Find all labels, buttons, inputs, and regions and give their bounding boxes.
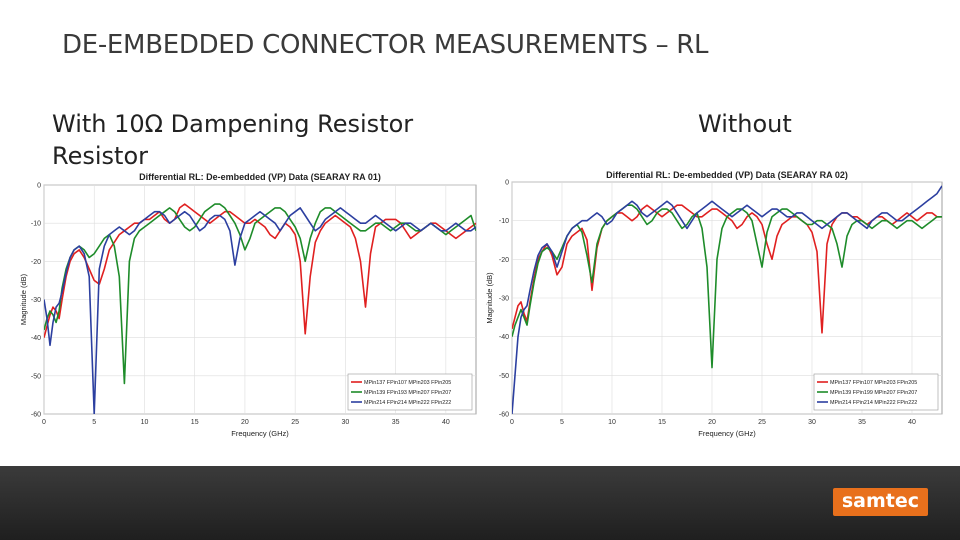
x-tick-label: 5 — [92, 419, 96, 426]
chart-title: Differential RL: De-embedded (VP) Data (… — [139, 172, 381, 182]
y-tick-label: -30 — [499, 296, 509, 303]
x-tick-label: 20 — [708, 419, 716, 426]
series-line-1 — [44, 203, 476, 338]
x-tick-label: 5 — [560, 419, 564, 426]
y-tick-label: -60 — [499, 412, 509, 419]
series-line-1 — [512, 204, 942, 334]
x-tick-label: 10 — [141, 419, 149, 426]
right-caption: Without — [698, 110, 792, 138]
chart-svg-left: Differential RL: De-embedded (VP) Data (… — [19, 172, 477, 438]
left-caption: With 10Ω Dampening Resistor Resistor — [52, 110, 414, 170]
y-tick-label: -20 — [31, 259, 41, 266]
y-tick-label: -60 — [31, 412, 41, 419]
legend-label: MPin139 FPin199 MPin207 FPin207 — [830, 390, 917, 396]
y-tick-label: -40 — [31, 335, 41, 342]
x-tick-label: 35 — [392, 419, 400, 426]
slide-title: DE-EMBEDDED CONNECTOR MEASUREMENTS – RL — [62, 30, 709, 60]
x-axis-label: Frequency (GHz) — [698, 429, 756, 438]
x-tick-label: 25 — [291, 419, 299, 426]
y-tick-label: -10 — [499, 218, 509, 225]
legend-box — [347, 373, 473, 411]
x-tick-label: 15 — [191, 419, 199, 426]
x-tick-label: 30 — [341, 419, 349, 426]
chart-svg-right: Differential RL: De-embedded (VP) Data (… — [485, 170, 943, 438]
y-axis-label: Magnitude (dB) — [19, 273, 28, 325]
y-axis-label: Magnitude (dB) — [485, 272, 494, 324]
y-tick-label: -50 — [31, 373, 41, 380]
y-tick-label: -50 — [499, 373, 509, 380]
y-tick-label: -40 — [499, 334, 509, 341]
legend-label: MPin139 FPin193 MPin207 FPin207 — [364, 390, 451, 396]
x-tick-label: 25 — [758, 419, 766, 426]
footer-bar: samtec — [0, 466, 960, 540]
x-axis-label: Frequency (GHz) — [231, 429, 289, 438]
x-tick-label: 0 — [510, 419, 514, 426]
chart-title: Differential RL: De-embedded (VP) Data (… — [606, 170, 848, 180]
logo-text: samtec — [832, 488, 928, 516]
x-tick-label: 40 — [442, 419, 450, 426]
x-tick-label: 20 — [241, 419, 249, 426]
y-tick-label: -20 — [499, 257, 509, 264]
x-tick-label: 0 — [42, 419, 46, 426]
y-tick-label: -30 — [31, 297, 41, 304]
y-tick-label: -10 — [31, 221, 41, 228]
legend-box — [813, 373, 939, 411]
legend-label: MPin214 FPin214 MPin222 FPin222 — [830, 400, 917, 406]
y-tick-label: 0 — [505, 180, 509, 187]
series-line-2 — [44, 203, 476, 385]
x-tick-label: 30 — [808, 419, 816, 426]
legend-label: MPin214 FPin214 MPin222 FPin222 — [364, 400, 451, 406]
samtec-logo: samtec — [832, 488, 928, 516]
legend-label: MPin137 FPin107 MPin203 FPin205 — [364, 380, 451, 386]
series-line-3 — [44, 207, 476, 414]
legend-label: MPin137 FPin107 MPin203 FPin205 — [830, 380, 917, 386]
x-tick-label: 15 — [658, 419, 666, 426]
chart-panel-without-resistor: Differential RL: De-embedded (VP) Data (… — [484, 166, 944, 438]
x-tick-label: 35 — [858, 419, 866, 426]
chart-panel-with-resistor: Differential RL: De-embedded (VP) Data (… — [18, 168, 480, 438]
y-tick-label: 0 — [37, 183, 41, 190]
series-line-3 — [512, 185, 942, 414]
x-tick-label: 40 — [908, 419, 916, 426]
x-tick-label: 10 — [608, 419, 616, 426]
